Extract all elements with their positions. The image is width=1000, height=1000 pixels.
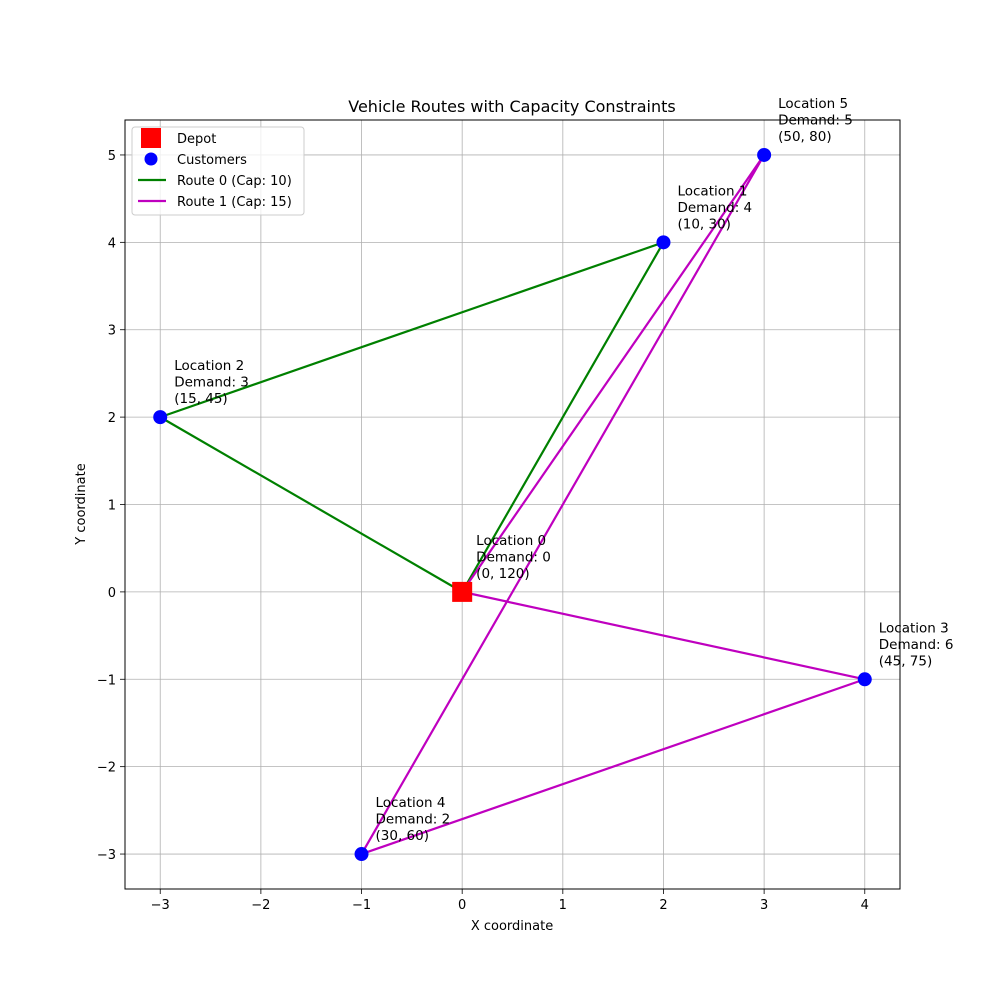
location-label: Demand: 6 — [879, 637, 954, 653]
location-label: (10, 30) — [677, 216, 730, 232]
legend-route-1-label: Route 1 (Cap: 15) — [177, 195, 292, 210]
route-1-line — [360, 153, 866, 856]
y-tick-label: −1 — [97, 673, 116, 688]
location-label: Location 2 — [174, 358, 244, 374]
location-label: (15, 45) — [174, 391, 227, 407]
points — [153, 147, 872, 862]
y-tick-label: 3 — [108, 324, 116, 339]
y-tick-label: 0 — [108, 586, 116, 601]
location-label: Location 3 — [879, 620, 949, 636]
x-tick-label: 0 — [458, 898, 466, 913]
legend-route-0-label: Route 0 (Cap: 10) — [177, 174, 292, 189]
x-tick-label: −1 — [352, 898, 371, 913]
location-label: (0, 120) — [476, 566, 529, 582]
location-label: Demand: 4 — [677, 200, 752, 216]
location-label: Location 1 — [677, 183, 747, 199]
location-label: (45, 75) — [879, 653, 932, 669]
x-tick-label: 4 — [861, 898, 869, 913]
depot-marker — [452, 581, 473, 602]
ticks: −3 −2 −1 0 1 2 3 4 −3 −2 −1 0 1 2 3 4 5 — [97, 149, 869, 913]
customer-point — [153, 410, 168, 425]
x-tick-label: 1 — [559, 898, 567, 913]
location-label: Demand: 0 — [476, 549, 551, 565]
location-label: (30, 60) — [376, 828, 429, 844]
route-0-line — [159, 241, 665, 593]
chart-title: Vehicle Routes with Capacity Constraints — [348, 97, 676, 116]
y-tick-label: −3 — [97, 848, 116, 863]
y-tick-label: 1 — [108, 499, 116, 514]
location-label: Location 5 — [778, 96, 848, 112]
legend-depot-marker — [141, 128, 161, 148]
location-label: Demand: 2 — [376, 812, 451, 828]
customer-point — [857, 672, 872, 687]
legend-box — [131, 126, 305, 216]
legend-depot-label: Depot — [177, 132, 216, 147]
customer-point — [656, 235, 671, 250]
routes — [159, 153, 866, 856]
legend: Depot Customers Route 0 (Cap: 10) Route 1 (… — [131, 126, 305, 216]
location-label: Location 4 — [376, 795, 446, 811]
location-label: Location 0 — [476, 533, 546, 549]
x-tick-label: 2 — [659, 898, 667, 913]
location-label: (50, 80) — [778, 129, 831, 145]
y-tick-label: −2 — [97, 761, 116, 776]
legend-customers-marker — [144, 152, 158, 166]
customer-point — [354, 847, 369, 862]
y-tick-label: 2 — [108, 411, 116, 426]
location-label: Demand: 3 — [174, 375, 249, 391]
y-axis-label: Y coordinate — [74, 463, 89, 545]
y-tick-label: 5 — [108, 149, 116, 164]
x-tick-label: 3 — [760, 898, 768, 913]
customer-point — [757, 147, 772, 162]
x-tick-label: −3 — [151, 898, 170, 913]
x-axis-label: X coordinate — [471, 919, 553, 934]
y-tick-label: 4 — [108, 236, 116, 251]
legend-customers-label: Customers — [177, 153, 247, 168]
x-tick-label: −2 — [251, 898, 270, 913]
